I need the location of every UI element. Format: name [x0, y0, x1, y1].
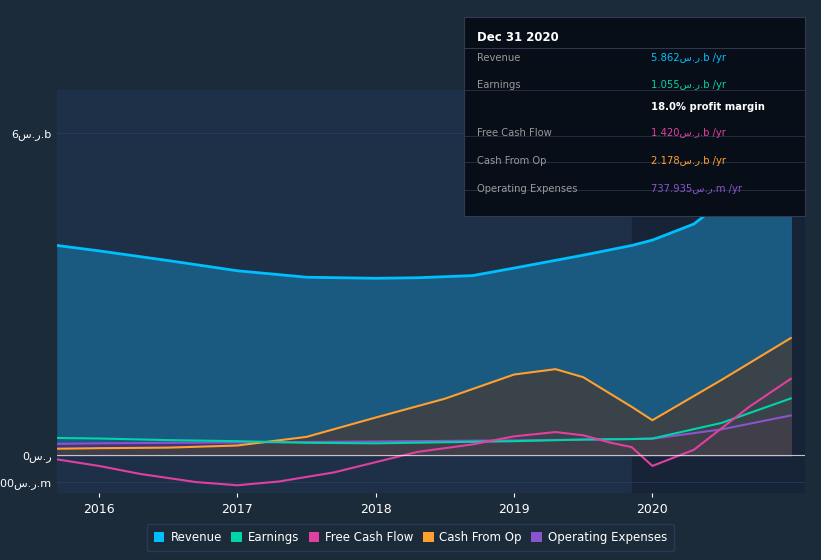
- Text: 1.420س.ر.b /yr: 1.420س.ر.b /yr: [651, 128, 726, 138]
- Text: 737.935س.ر.m /yr: 737.935س.ر.m /yr: [651, 184, 742, 194]
- Text: Operating Expenses: Operating Expenses: [478, 184, 578, 194]
- Text: 5.862س.ر.b /yr: 5.862س.ر.b /yr: [651, 53, 727, 63]
- Text: Earnings: Earnings: [478, 81, 521, 90]
- Text: Dec 31 2020: Dec 31 2020: [478, 31, 559, 44]
- Text: 18.0% profit margin: 18.0% profit margin: [651, 102, 765, 113]
- Legend: Revenue, Earnings, Free Cash Flow, Cash From Op, Operating Expenses: Revenue, Earnings, Free Cash Flow, Cash …: [147, 524, 674, 551]
- Bar: [631, 90, 805, 493]
- Text: Revenue: Revenue: [478, 53, 521, 63]
- Text: Free Cash Flow: Free Cash Flow: [478, 128, 553, 138]
- Text: Cash From Op: Cash From Op: [478, 156, 547, 166]
- Text: 2.178س.ر.b /yr: 2.178س.ر.b /yr: [651, 156, 727, 166]
- Text: 1.055س.ر.b /yr: 1.055س.ر.b /yr: [651, 81, 727, 90]
